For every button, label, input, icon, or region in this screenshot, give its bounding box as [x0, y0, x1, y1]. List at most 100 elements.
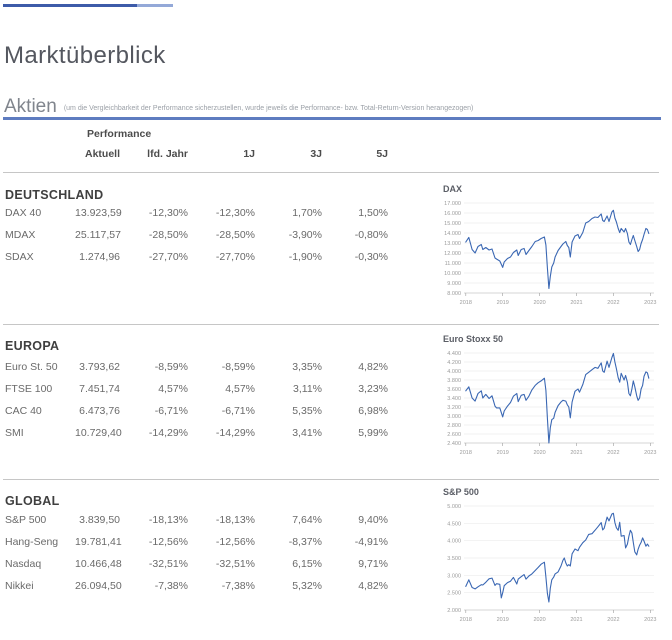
svg-text:2021: 2021: [570, 450, 582, 456]
svg-text:4.200: 4.200: [447, 360, 461, 366]
table-cell: -12,30%: [215, 207, 255, 219]
table-cell: -18,13%: [215, 514, 255, 526]
svg-text:2.800: 2.800: [447, 423, 461, 429]
section-heading-global: GLOBAL: [5, 494, 60, 508]
table-cell: 10.466,48: [75, 558, 122, 570]
table-cell: 3.839,50: [79, 514, 120, 526]
table-cell: 6.473,76: [79, 405, 120, 417]
table-row: SDAX 1.274,96 -27,70% -27,70% -1,90% -0,…: [5, 251, 388, 263]
column-header-lfd-jahr: lfd. Jahr: [147, 148, 188, 160]
column-header-aktuell: Aktuell: [84, 148, 120, 160]
svg-text:12.000: 12.000: [444, 251, 461, 257]
svg-text:2022: 2022: [607, 450, 619, 456]
table-cell: 3,23%: [358, 383, 388, 395]
euro-stoxx-50-chart: 2.400 2.600 2.800 3.000 3.200 3.400 3.600 3.800…: [447, 351, 656, 456]
table-cell: -0,30%: [354, 251, 388, 263]
svg-text:3.800: 3.800: [447, 378, 461, 384]
table-cell: -8,59%: [154, 361, 188, 373]
svg-text:3.400: 3.400: [447, 396, 461, 402]
table-cell: 5,35%: [292, 405, 322, 417]
table-cell: 9,71%: [358, 558, 388, 570]
svg-text:2020: 2020: [533, 617, 545, 623]
svg-text:14.000: 14.000: [444, 231, 461, 237]
accent-rule: [3, 117, 661, 120]
table-row: Nasdaq 10.466,48 -32,51% -32,51% 6,15% 9…: [5, 558, 388, 570]
table-cell: 5,32%: [292, 580, 322, 592]
svg-text:17.000: 17.000: [444, 201, 461, 207]
table-row: MDAX 25.117,57 -28,50% -28,50% -3,90% -0…: [5, 229, 388, 241]
table-cell: -14,29%: [148, 427, 188, 439]
svg-text:16.000: 16.000: [444, 211, 461, 217]
svg-text:4.400: 4.400: [447, 351, 461, 357]
svg-text:2023: 2023: [644, 450, 656, 456]
table-cell: -12,56%: [215, 536, 255, 548]
table-header-row: Aktuell lfd. Jahr 1J 3J 5J: [5, 148, 388, 160]
svg-text:2022: 2022: [607, 617, 619, 623]
table-cell: -7,38%: [221, 580, 255, 592]
svg-text:9.000: 9.000: [447, 281, 461, 287]
svg-text:11.000: 11.000: [445, 261, 461, 267]
table-row: FTSE 100 7.451,74 4,57% 4,57% 3,11% 3,23…: [5, 383, 388, 395]
table-cell: 1,50%: [358, 207, 388, 219]
top-accent-bar-light: [137, 4, 173, 7]
table-cell: 3.793,62: [79, 361, 120, 373]
table-cell: -32,51%: [215, 558, 255, 570]
svg-text:2021: 2021: [570, 300, 582, 306]
svg-text:2020: 2020: [533, 450, 545, 456]
svg-text:8.000: 8.000: [447, 291, 461, 297]
table-cell: -1,90%: [288, 251, 322, 263]
svg-text:4.000: 4.000: [447, 539, 461, 545]
table-cell: Nasdaq: [5, 558, 42, 570]
table-cell: 5,99%: [358, 427, 388, 439]
table-cell: 9,40%: [358, 514, 388, 526]
page-title: Marktüberblick: [4, 42, 166, 69]
column-header-5j: 5J: [376, 148, 388, 160]
section-subtitle: (um die Vergleichbarkeit der Performance…: [63, 105, 474, 112]
section-heading-deutschland: DEUTSCHLAND: [5, 188, 104, 202]
section-heading-europa: EUROPA: [5, 339, 60, 353]
svg-text:2.400: 2.400: [447, 441, 461, 447]
euro-stoxx-50-chart-panel: Euro Stoxx 50 2.400 2.600 2.800 3.000 3.200 3…: [440, 334, 668, 459]
table-cell: -12,30%: [148, 207, 188, 219]
svg-text:3.200: 3.200: [447, 405, 461, 411]
table-cell: DAX 40: [5, 207, 42, 219]
svg-text:5.000: 5.000: [447, 504, 461, 510]
table-cell: -8,37%: [288, 536, 322, 548]
top-accent-bar-dark: [3, 4, 137, 7]
column-header-1j: 1J: [243, 148, 255, 160]
section-divider: [3, 172, 659, 173]
table-cell: SDAX: [5, 251, 34, 263]
table-cell: 1,70%: [292, 207, 322, 219]
section-title: Aktien: [4, 96, 57, 117]
table-cell: 3,11%: [293, 383, 322, 395]
table-cell: 4,57%: [158, 383, 188, 395]
table-cell: 4,82%: [358, 361, 388, 373]
table-cell: -18,13%: [148, 514, 188, 526]
table-cell: -27,70%: [215, 251, 255, 263]
svg-text:4.500: 4.500: [447, 521, 461, 527]
table-cell: 3,35%: [292, 361, 322, 373]
table-cell: MDAX: [5, 229, 36, 241]
svg-text:3.000: 3.000: [447, 414, 461, 420]
table-cell: Hang-Seng: [5, 536, 59, 548]
column-header-3j: 3J: [310, 148, 322, 160]
table-cell: 6,98%: [358, 405, 388, 417]
table-cell: -4,91%: [354, 536, 388, 548]
svg-text:2019: 2019: [497, 300, 509, 306]
table-cell: S&P 500: [5, 514, 47, 526]
table-row: SMI 10.729,40 -14,29% -14,29% 3,41% 5,99…: [5, 427, 388, 439]
section-divider: [3, 479, 659, 480]
table-cell: 6,15%: [292, 558, 322, 570]
section-header: Aktien (um die Vergleichbarkeit der Perfo…: [4, 96, 473, 118]
table-cell: 26.094,50: [75, 580, 122, 592]
table-cell: -7,38%: [154, 580, 188, 592]
svg-text:2.500: 2.500: [447, 591, 461, 597]
table-cell: -6,71%: [154, 405, 188, 417]
svg-text:15.000: 15.000: [444, 221, 461, 227]
table-row: CAC 40 6.473,76 -6,71% -6,71% 5,35% 6,98…: [5, 405, 388, 417]
sp500-chart: 2.000 2.500 3.000 3.500 4.000 4.500 5.000 2018 2…: [447, 504, 656, 623]
table-cell: -3,90%: [288, 229, 322, 241]
chart-title-euro-stoxx-50: Euro Stoxx 50: [443, 334, 504, 344]
table-cell: -27,70%: [148, 251, 188, 263]
svg-text:2018: 2018: [460, 450, 472, 456]
